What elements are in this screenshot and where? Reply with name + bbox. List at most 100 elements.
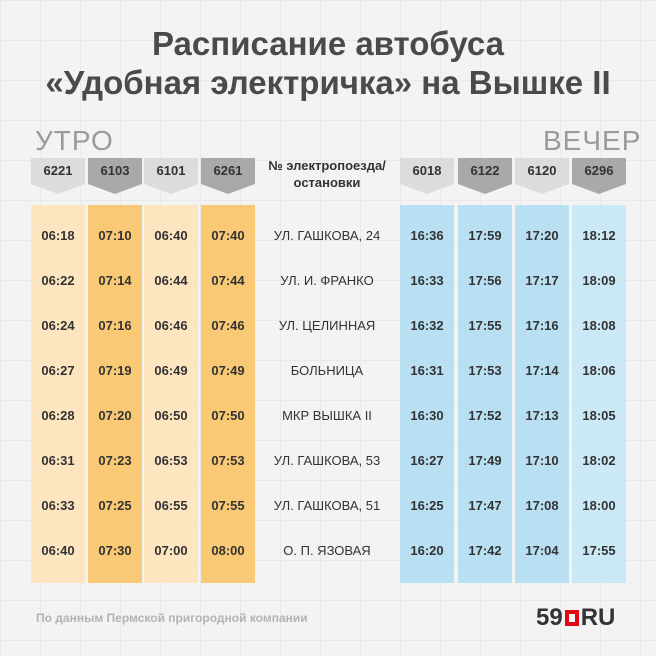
stop-name: УЛ. ГАШКОВА, 53 [273,453,381,468]
title-line-1: Расписание автобуса [151,25,505,62]
morning-train-train-number: 6101 [144,158,198,184]
morning-train-time-cell: 07:25 [98,498,132,513]
evening-train-time-cell: 16:30 [410,408,444,423]
morning-train-time-cell: 06:40 [154,228,188,243]
title-line-2: «Удобная электричка» на Вышке II [45,64,611,101]
evening-train-time-cell: 17:16 [525,318,559,333]
page-title: Расписание автобуса «Удобная электричка»… [0,24,656,102]
evening-train-time-cell: 16:20 [410,543,444,558]
morning-train-time-cell: 06:18 [41,228,75,243]
morning-train-time-cell: 07:16 [98,318,132,333]
evening-train-train-number: 6018 [400,158,454,184]
evening-train-time-cell: 17:13 [525,408,559,423]
evening-train-time-cell: 18:00 [582,498,616,513]
evening-train-time-cell: 17:14 [525,363,559,378]
evening-train-time-cell: 17:47 [468,498,502,513]
source-note: По данным Пермской пригородной компании [36,611,308,625]
morning-train-time-cell: 07:14 [98,273,132,288]
morning-train-column [88,205,142,583]
morning-train-tab-arrow [88,184,142,194]
evening-train-time-cell: 18:12 [582,228,616,243]
logo-ru: RU [580,604,616,631]
morning-train-time-cell: 07:20 [98,408,132,423]
evening-train-time-cell: 16:33 [410,273,444,288]
morning-train-time-cell: 07:40 [211,228,245,243]
evening-train-column [572,205,626,583]
evening-train-time-cell: 16:27 [410,453,444,468]
stop-name: УЛ. ГАШКОВА, 51 [273,498,381,513]
morning-train-time-cell: 06:22 [41,273,75,288]
stop-name: УЛ. ГАШКОВА, 24 [273,228,381,243]
morning-train-time-cell: 06:55 [154,498,188,513]
evening-train-time-cell: 16:36 [410,228,444,243]
evening-train-time-cell: 17:17 [525,273,559,288]
evening-train-tab-arrow [572,184,626,194]
evening-train-time-cell: 17:08 [525,498,559,513]
evening-label: ВЕЧЕР [543,125,642,156]
evening-train-time-cell: 18:06 [582,363,616,378]
evening-train-tab-arrow [400,184,454,194]
evening-train-time-cell: 18:02 [582,453,616,468]
morning-train-time-cell: 07:50 [211,408,245,423]
morning-train-time-cell: 06:50 [154,408,188,423]
evening-train-tab-arrow [515,184,569,194]
evening-train-time-cell: 18:05 [582,408,616,423]
morning-train-time-cell: 07:55 [211,498,245,513]
logo-number: 59 [536,604,563,631]
evening-train-column [400,205,454,583]
morning-train-column [201,205,255,583]
morning-train-tab-arrow [144,184,198,194]
morning-train-time-cell: 06:44 [154,273,188,288]
morning-train-time-cell: 06:31 [41,453,75,468]
stop-name: БОЛЬНИЦА [290,363,364,378]
morning-train-time-cell: 08:00 [211,543,245,558]
morning-train-train-number: 6221 [31,158,85,184]
morning-train-time-cell: 06:53 [154,453,188,468]
morning-train-time-cell: 07:00 [154,543,188,558]
evening-train-time-cell: 17:55 [468,318,502,333]
evening-train-time-cell: 16:25 [410,498,444,513]
site-logo[interactable]: 59 RU [536,604,615,632]
evening-train-column [515,205,569,583]
morning-train-tab-arrow [201,184,255,194]
evening-train-time-cell: 18:08 [582,318,616,333]
evening-train-time-cell: 17:59 [468,228,502,243]
evening-train-time-cell: 16:31 [410,363,444,378]
morning-train-column [144,205,198,583]
evening-train-train-number: 6296 [572,158,626,184]
morning-train-time-cell: 06:24 [41,318,75,333]
morning-train-time-cell: 06:27 [41,363,75,378]
morning-train-tab-arrow [31,184,85,194]
morning-train-time-cell: 07:49 [211,363,245,378]
morning-train-time-cell: 07:23 [98,453,132,468]
evening-train-time-cell: 16:32 [410,318,444,333]
morning-train-column [31,205,85,583]
morning-train-time-cell: 06:49 [154,363,188,378]
evening-train-time-cell: 18:09 [582,273,616,288]
evening-train-time-cell: 17:53 [468,363,502,378]
morning-train-time-cell: 07:53 [211,453,245,468]
evening-train-time-cell: 17:20 [525,228,559,243]
morning-train-time-cell: 07:44 [211,273,245,288]
morning-train-train-number: 6103 [88,158,142,184]
evening-train-train-number: 6120 [515,158,569,184]
morning-train-time-cell: 06:46 [154,318,188,333]
column-header-label: № электропоезда/ остановки [268,158,386,190]
evening-train-column [458,205,512,583]
morning-train-time-cell: 06:28 [41,408,75,423]
morning-train-time-cell: 07:46 [211,318,245,333]
stop-name: УЛ. ЦЕЛИННАЯ [278,318,376,333]
morning-train-time-cell: 07:19 [98,363,132,378]
morning-label: УТРО [35,125,114,156]
evening-train-time-cell: 17:56 [468,273,502,288]
morning-train-time-cell: 07:10 [98,228,132,243]
evening-train-time-cell: 17:49 [468,453,502,468]
morning-train-time-cell: 06:33 [41,498,75,513]
logo-flag-icon [564,610,579,626]
stop-name: О. П. ЯЗОВАЯ [283,543,371,558]
stop-name: УЛ. И. ФРАНКО [280,273,374,288]
morning-train-train-number: 6261 [201,158,255,184]
evening-train-train-number: 6122 [458,158,512,184]
morning-train-time-cell: 06:40 [41,543,75,558]
evening-train-time-cell: 17:55 [582,543,616,558]
